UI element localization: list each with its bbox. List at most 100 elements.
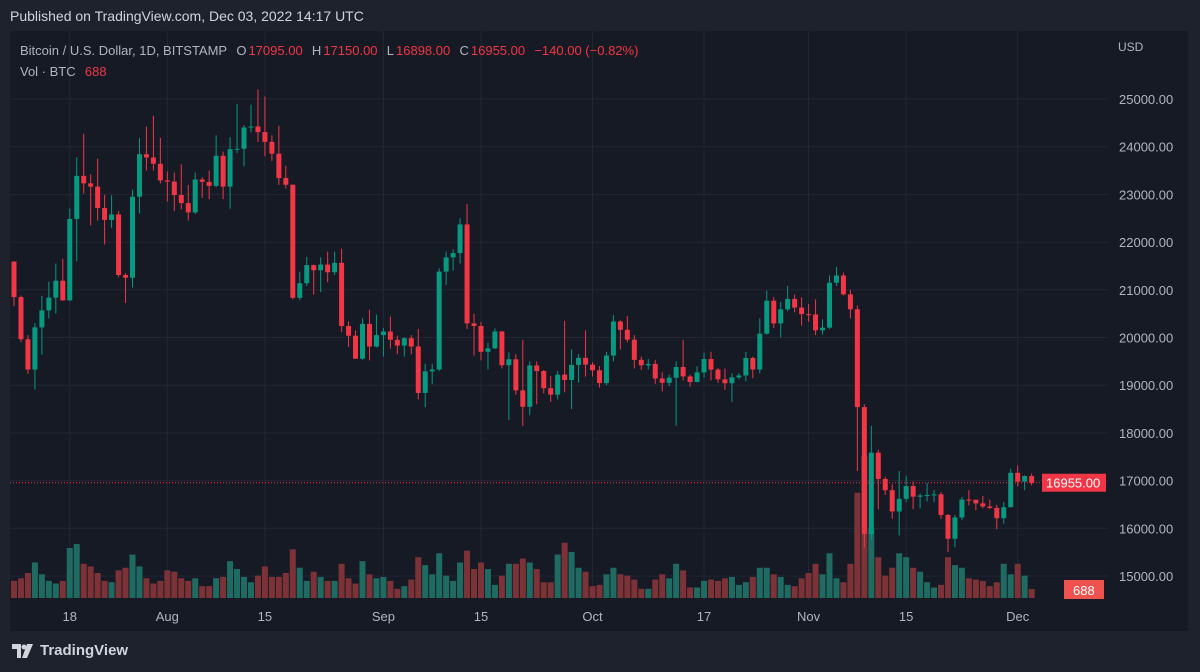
candle [429,363,435,385]
volume-bar [728,576,735,598]
candle [903,475,909,503]
candle [53,263,59,314]
candle [185,184,191,221]
volume-bar [875,557,882,598]
candle-body [157,163,163,181]
volume-bar [94,573,101,598]
volume-bar [143,578,150,598]
candle [534,361,540,405]
candle [11,261,17,307]
candle [95,158,101,221]
candle [520,339,526,426]
candle [109,195,115,228]
candle [569,349,575,410]
volume-bar [770,574,777,598]
candle [157,137,163,184]
tradingview-logo[interactable]: TradingView [12,642,128,659]
volume-bar [958,567,965,598]
candle [896,471,902,536]
volume-bar [749,576,756,598]
candle-body [938,494,944,515]
candle-body [506,359,512,366]
candle-body [436,271,442,370]
candle [562,320,568,393]
volume-bar [227,561,234,598]
candle-body [680,366,686,377]
candle-body [576,357,582,365]
volume-bar [833,578,840,598]
candle [938,492,944,519]
volume-bar [721,578,728,598]
candle-body [387,331,393,340]
volume-bar [512,563,519,598]
volume-bar [561,542,568,598]
volume-bar [122,567,129,598]
candle-body [1022,476,1028,482]
candle-body [596,370,602,384]
volume-bar [261,566,268,598]
candle-body [896,498,902,512]
symbol-title[interactable]: Bitcoin / U.S. Dollar, 1D, BITSTAMP [20,43,228,58]
candle-body [820,327,826,331]
candle-body [1015,472,1021,482]
volume-bar [443,575,450,598]
volume-bar [66,548,73,598]
candle-body [401,338,407,346]
candle-body [136,154,142,197]
change-value: −140.00 (−0.82%) [534,43,639,58]
volume-bar [645,588,652,598]
candle-body [143,154,149,158]
volume-label[interactable]: Vol · BTC [20,64,76,79]
candle-body [109,214,115,220]
volume-bar [638,588,645,598]
candle-body [450,253,456,258]
candle [708,351,714,381]
volume-bar [540,582,547,598]
volume-bar [756,567,763,598]
volume-bar [380,576,387,598]
candle-body [88,183,94,187]
candle-body [25,339,31,370]
candle-body [861,407,867,535]
candle [959,496,965,521]
volume-bar [610,567,617,598]
volume-bar [596,584,603,598]
candle [178,164,184,210]
time-tick-label: 17 [697,609,711,624]
candle-body [422,371,428,393]
candle [220,151,226,200]
volume-bar [282,573,289,598]
candle [987,499,993,510]
candle-body [638,359,644,366]
candle [74,157,80,262]
close-value: 16955.00 [470,43,526,58]
candle-body [95,186,101,209]
candle [485,342,491,370]
candle [283,165,289,189]
candle-body [373,335,379,347]
candle [394,335,400,355]
volume-bar [568,551,575,598]
published-caption: Published on TradingView.com, Dec 03, 20… [10,8,364,24]
candle [715,368,721,383]
volume-bar [24,573,31,598]
candle-body [227,149,233,187]
volume-bar [742,582,749,598]
candle [46,281,52,319]
candle-body [659,378,665,383]
candle-body [987,506,993,508]
volume-bar [422,565,429,598]
candle [136,138,142,214]
volume-bar [59,580,66,598]
candle [262,96,268,157]
candle-body [478,326,484,352]
candle [67,208,73,302]
price-axis[interactable] [1108,31,1188,631]
time-axis-labels[interactable]: 18 Aug 15 Sep 15 Oct 17 Nov 15 Dec [63,609,1030,624]
volume-bar [805,573,812,598]
candle [994,504,1000,530]
candle-body [443,257,449,272]
price-tick-label: 21000.00 [1119,283,1173,298]
candle-body [966,499,972,501]
